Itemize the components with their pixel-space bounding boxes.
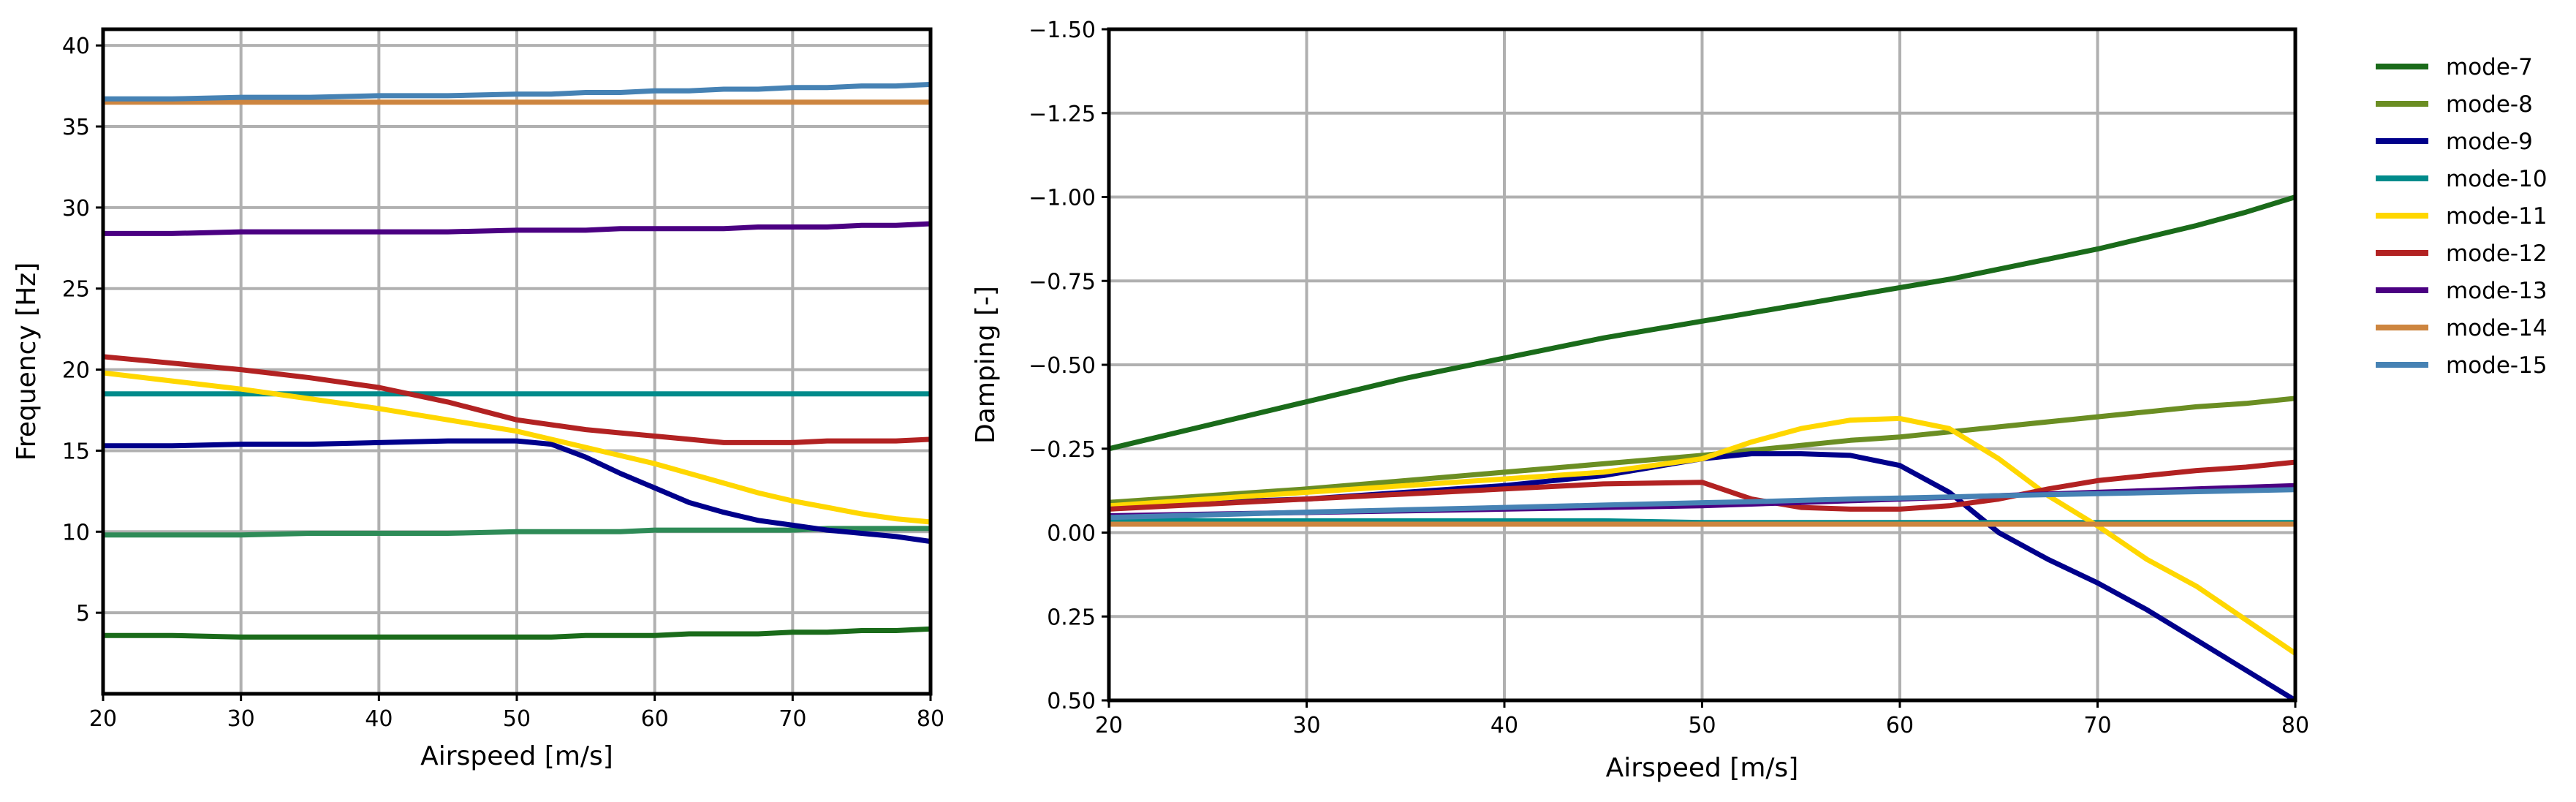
legend-item-mode-9: mode-9 <box>2376 129 2533 155</box>
legend-item-mode-11: mode-11 <box>2376 203 2547 230</box>
legend-item-mode-15: mode-15 <box>2376 352 2547 379</box>
series-line-mode-15 <box>1109 487 2295 521</box>
legend-item-mode-12: mode-12 <box>2376 241 2547 267</box>
y-tick-label: 0.25 <box>1047 605 1096 630</box>
y-tick-label: 20 <box>62 358 90 384</box>
x-tick-label: 70 <box>779 706 806 732</box>
y-tick-label: 10 <box>62 520 90 545</box>
legend-item-mode-13: mode-13 <box>2376 278 2547 304</box>
y-tick-label: 35 <box>62 115 90 140</box>
y-tick-label: −0.50 <box>1028 353 1096 379</box>
legend-label: mode-14 <box>2446 315 2547 341</box>
series-line-mode-9 <box>103 438 931 545</box>
legend-item-mode-10: mode-10 <box>2376 166 2547 192</box>
x-axis-label: Airspeed [m/s] <box>1606 753 1799 783</box>
y-tick-label: 15 <box>62 439 90 464</box>
x-tick-label: 80 <box>917 706 944 732</box>
legend-label: mode-11 <box>2446 203 2547 230</box>
x-tick-label: 30 <box>227 706 255 732</box>
y-tick-label: 25 <box>62 277 90 303</box>
y-tick-label: −1.00 <box>1028 186 1096 211</box>
y-tick-label: −0.25 <box>1028 437 1096 463</box>
series-lines <box>103 81 931 640</box>
series-lines <box>1109 194 2295 700</box>
grid <box>102 29 932 694</box>
y-axis-label: Frequency [Hz] <box>12 262 42 461</box>
y-tick-label: 40 <box>62 34 90 59</box>
tick-labels: 20 30 40 50 60 70 80 5 10 15 20 25 30 35 40 <box>62 34 944 732</box>
y-axis-label: Damping [-] <box>971 286 1001 444</box>
legend-label: mode-8 <box>2446 91 2533 118</box>
x-tick-label: 30 <box>1292 713 1320 738</box>
series-line-mode-7 <box>103 626 931 640</box>
grid <box>1107 28 2297 702</box>
y-tick-label: −1.25 <box>1028 102 1096 127</box>
x-tick-label: 40 <box>1490 713 1518 738</box>
y-tick-label: −1.50 <box>1028 18 1096 43</box>
x-tick-label: 60 <box>1886 713 1914 738</box>
series-line-mode-11 <box>1109 415 2295 657</box>
series-line-mode-8 <box>1109 396 2295 505</box>
series-line-mode-13 <box>103 221 931 236</box>
tick-labels: 20 30 40 50 60 70 80 −1.50 −1.25 −1.00 −0.75 −0.50 −… <box>1028 18 2309 738</box>
legend-item-mode-8: mode-8 <box>2376 91 2533 118</box>
x-tick-label: 40 <box>365 706 393 732</box>
x-tick-label: 20 <box>89 706 117 732</box>
x-tick-label: 60 <box>641 706 669 732</box>
series-line-mode-11 <box>103 370 931 525</box>
legend-item-mode-14: mode-14 <box>2376 315 2547 341</box>
x-axis-label: Airspeed [m/s] <box>420 741 613 771</box>
damping-chart: 20 30 40 50 60 70 80 −1.50 −1.25 −1.00 −0.75 −0.50 −… <box>971 18 2309 783</box>
y-tick-label: 0.00 <box>1047 521 1096 547</box>
x-tick-label: 50 <box>503 706 531 732</box>
series-line-mode-12 <box>1109 459 2295 512</box>
y-tick-label: 5 <box>76 601 90 627</box>
frequency-chart: 20 30 40 50 60 70 80 5 10 15 20 25 30 35 40 Airspeed [m… <box>12 27 944 771</box>
legend-label: mode-12 <box>2446 241 2547 267</box>
series-line-mode-7 <box>1109 194 2295 452</box>
series-line-mode-15 <box>103 81 931 102</box>
x-tick-label: 20 <box>1095 713 1123 738</box>
legend-label: mode-10 <box>2446 166 2547 192</box>
y-tick-label: −0.75 <box>1028 269 1096 295</box>
x-tick-label: 80 <box>2281 713 2309 738</box>
legend-label: mode-13 <box>2446 278 2547 304</box>
y-tick-label: 0.50 <box>1047 689 1096 714</box>
legend-item-mode-7: mode-7 <box>2376 54 2533 80</box>
legend-label: mode-9 <box>2446 129 2533 155</box>
legend-label: mode-15 <box>2446 352 2547 379</box>
legend-label: mode-7 <box>2446 54 2533 80</box>
legend: mode-7 mode-8 mode-9 mode-10 mode-11 mode-12 m… <box>2376 54 2547 379</box>
x-tick-label: 50 <box>1688 713 1716 738</box>
x-tick-label: 70 <box>2083 713 2111 738</box>
y-tick-label: 30 <box>62 196 90 222</box>
series-line-mode-12 <box>103 354 931 445</box>
